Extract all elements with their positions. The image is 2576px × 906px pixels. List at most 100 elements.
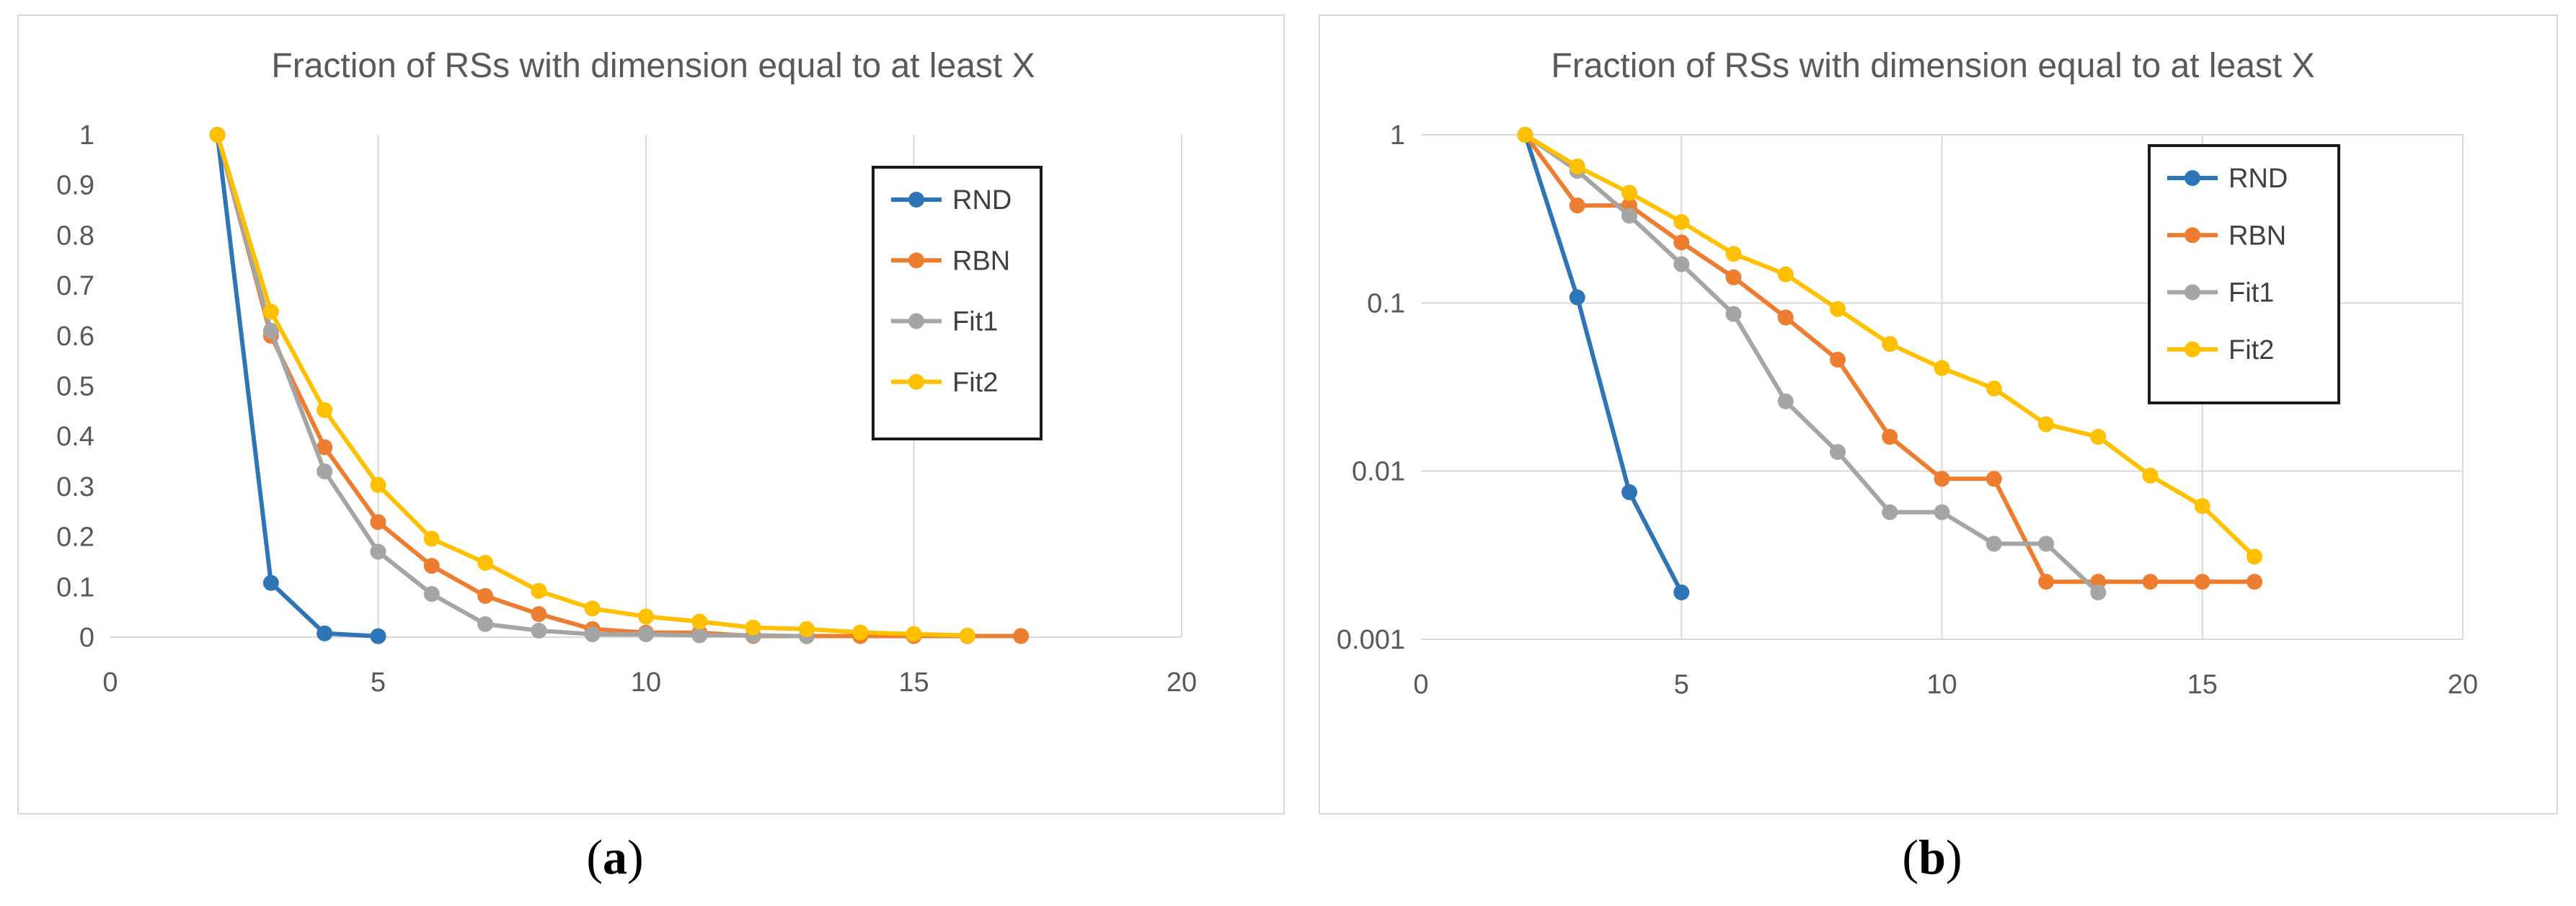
x-tick-label: 0 [102,667,118,698]
series-line-fit1 [1523,133,2100,595]
data-point-fit2 [477,554,494,571]
y-tick-label: 1 [79,120,94,151]
data-point-fit2 [2194,498,2210,515]
y-tick-label: 0 [79,623,94,653]
series-line-rnd [1523,134,1683,594]
legend-box [872,166,1043,440]
y-tick-label: 0.3 [56,472,94,502]
legend-marker-fit1 [908,313,924,329]
legend-label-fit2: Fit2 [952,368,998,398]
data-point-fit1 [1882,504,1898,520]
data-point-rbn [1673,234,1690,251]
data-point-fit2 [423,530,440,547]
data-point-fit2 [745,619,761,636]
caption-a-letter: a [603,830,627,884]
y-tick-label: 0.4 [56,422,94,452]
data-point-fit1 [423,586,440,603]
data-point-fit2 [906,626,922,642]
x-tick-label: 5 [1674,670,1689,700]
data-point-rnd [1673,584,1690,600]
data-point-rbn [1777,309,1794,326]
x-tick-label: 15 [2187,670,2218,700]
data-point-fit2 [2247,549,2262,565]
data-point-fit1 [1934,504,1950,520]
data-point-fit1 [1830,444,1846,461]
data-point-fit1 [1777,393,1794,409]
x-tick-label: 10 [631,667,661,698]
data-point-rbn [531,605,547,622]
y-tick-label: 0.5 [56,372,94,402]
series-line-rbn [215,134,1022,639]
legend-marker-rbn [908,252,924,269]
data-point-fit1 [262,322,279,339]
legend-label-rnd: RND [2228,164,2288,194]
data-point-rnd [1569,289,1585,306]
data-point-fit1 [691,627,708,644]
data-point-fit2 [798,621,815,637]
data-point-fit1 [1725,306,1742,322]
chart-a-svg: Fraction of RSs with dimension equal to … [56,47,1197,698]
y-tick-label: 1 [1390,120,1405,151]
data-point-fit2 [1986,381,2002,397]
caption-b-letter: b [1918,830,1946,884]
data-point-rnd [262,574,279,591]
data-point-fit2 [2142,467,2159,484]
data-point-fit1 [531,622,547,639]
data-point-fit2 [959,627,975,644]
data-point-fit1 [584,626,601,643]
data-point-rbn [1986,471,2002,487]
data-point-fit1 [477,616,494,632]
data-point-fit2 [1517,127,1533,143]
y-tick-label: 0.2 [56,523,94,553]
data-point-rbn [2194,574,2210,590]
caption-a-open: ( [586,830,603,884]
data-point-rbn [370,514,386,530]
data-point-fit2 [1725,246,1742,262]
y-tick-label: 0.9 [56,171,94,201]
data-point-rbn [2142,574,2159,590]
series-line-fit1 [215,134,807,639]
data-point-fit2 [531,582,547,599]
series-line-rnd [215,134,379,639]
y-tick-label: 0.01 [1352,457,1405,487]
chart-title: Fraction of RSs with dimension equal to … [271,47,1035,85]
data-point-rbn [1882,429,1898,445]
data-point-rbn [2247,574,2262,590]
data-point-fit1 [2090,584,2107,600]
chart-panel-a: Fraction of RSs with dimension equal to … [17,14,1285,814]
x-tick-label: 20 [2448,670,2478,700]
data-point-fit1 [1673,256,1690,272]
data-point-fit2 [1621,185,1637,201]
legend-label-rbn: RBN [952,246,1010,276]
y-tick-label: 0.7 [56,271,94,301]
y-tick-label: 0.001 [1337,625,1405,655]
data-point-fit1 [1986,536,2002,552]
data-point-fit1 [2038,536,2054,552]
y-tick-label: 0.6 [56,321,94,352]
chart-b-svg: Fraction of RSs with dimension equal to … [1337,47,2478,700]
caption-b-close: ) [1945,830,1962,884]
chart-title: Fraction of RSs with dimension equal to … [1551,47,2314,85]
legend-label-rbn: RBN [2228,221,2286,251]
data-point-rbn [1934,471,1950,487]
data-point-fit2 [317,401,333,418]
data-point-rbn [2038,574,2054,590]
data-point-rbn [1830,352,1846,368]
caption-b: (b) [1902,829,1962,886]
data-point-fit2 [1934,360,1950,376]
data-point-rnd [1621,484,1637,500]
caption-a-close: ) [627,830,644,884]
legend-label-fit1: Fit1 [2228,278,2274,308]
y-tick-label: 0.1 [1367,288,1405,319]
data-point-rbn [477,587,494,604]
data-point-fit2 [1569,158,1585,174]
data-point-fit2 [209,127,226,143]
x-tick-label: 0 [1413,670,1428,700]
data-point-fit2 [638,608,654,625]
x-tick-label: 5 [371,667,386,698]
legend-label-fit1: Fit1 [952,307,998,337]
data-point-rbn [317,439,333,456]
data-point-rbn [1569,197,1585,214]
data-point-rbn [1725,269,1742,285]
legend-marker-rnd [908,192,924,208]
